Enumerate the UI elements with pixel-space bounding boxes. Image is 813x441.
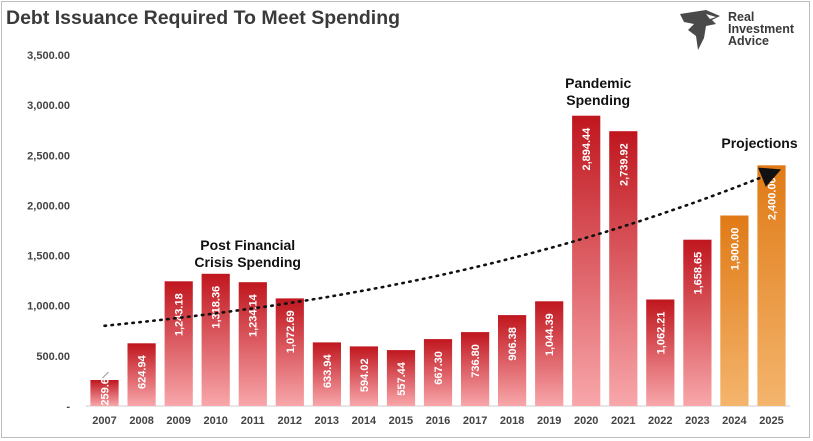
bar — [535, 301, 564, 406]
bar-value-label: 667.30 — [433, 351, 445, 385]
annotation-text: Crisis Spending — [194, 254, 301, 270]
x-tick-label: 2020 — [574, 415, 598, 427]
bar-value-label: 906.38 — [507, 327, 519, 361]
bar — [386, 350, 416, 406]
bar-value-label: 1,658.65 — [692, 252, 704, 295]
x-tick-label: 2024 — [722, 415, 747, 427]
x-tick-label: 2015 — [389, 415, 413, 427]
y-tick-label: 1,000.00 — [27, 301, 70, 313]
eagle-logo-icon — [680, 10, 720, 50]
x-tick-label: 2023 — [685, 415, 709, 427]
trendline — [103, 167, 782, 328]
x-tick-label: 2012 — [278, 415, 302, 427]
y-tick-label: - — [66, 401, 70, 413]
bar-value-label: 736.80 — [470, 344, 482, 378]
bar — [498, 315, 527, 406]
bar — [312, 342, 341, 406]
bar-value-label: 633.94 — [322, 354, 334, 389]
bar-value-label: 2,739.92 — [618, 143, 630, 186]
bar-value-label: 1,072.69 — [285, 310, 297, 353]
bar — [238, 282, 267, 406]
bar-value-label: 2,400.00 — [767, 177, 779, 220]
y-tick-label: 3,000.00 — [27, 100, 70, 112]
x-tick-label: 2011 — [241, 415, 265, 427]
bar — [201, 273, 230, 406]
x-tick-label: 2025 — [759, 415, 783, 427]
bar-value-label: 2,894.44 — [581, 127, 593, 171]
annotation-text: Post Financial — [200, 237, 295, 253]
chart-title: Debt Issuance Required To Meet Spending — [6, 7, 401, 29]
x-tick-label: 2016 — [426, 415, 450, 427]
x-tick-label: 2017 — [463, 415, 487, 427]
logo-line-1: Real — [728, 10, 755, 24]
x-tick-label: 2014 — [352, 415, 377, 427]
bar — [164, 281, 193, 406]
x-tick-label: 2007 — [92, 415, 116, 427]
y-tick-label: 3,500.00 — [27, 50, 70, 62]
x-tick-label: 2010 — [203, 415, 227, 427]
bar-value-label: 1,062.21 — [655, 312, 667, 355]
bar-value-label: 1,243.18 — [174, 293, 186, 336]
bar-value-label: 624.94 — [137, 354, 149, 389]
bar — [349, 346, 378, 406]
x-tick-label: 2018 — [500, 415, 524, 427]
bar-value-label: 594.02 — [359, 358, 371, 392]
x-tick-label: 2013 — [315, 415, 339, 427]
bar-value-label: 259.68 — [100, 372, 112, 406]
x-tick-label: 2009 — [166, 415, 190, 427]
x-tick-label: 2019 — [537, 415, 561, 427]
bar — [275, 298, 304, 406]
x-tick-label: 2008 — [129, 415, 153, 427]
bar-value-label: 1,900.00 — [729, 228, 741, 271]
logo-line-2: Investment — [728, 22, 794, 36]
annotation-text: Projections — [721, 135, 797, 151]
y-tick-label: 1,500.00 — [27, 251, 70, 263]
x-tick-label: 2021 — [611, 415, 635, 427]
bar-projected — [757, 165, 786, 406]
bar-value-label: 1,318.36 — [211, 286, 223, 329]
bar-projected — [720, 215, 749, 406]
bar — [90, 380, 119, 406]
bar — [646, 299, 675, 406]
bar-value-label: 557.44 — [396, 361, 408, 396]
logo-line-3: Advice — [728, 34, 769, 48]
value-label-leader-line — [102, 371, 109, 379]
bar — [461, 332, 490, 406]
annotation-text: Spending — [566, 92, 630, 108]
bar — [609, 131, 638, 406]
bar-value-label: 1,234.14 — [248, 293, 260, 337]
bar — [572, 115, 601, 406]
logo: Real Investment Advice — [676, 8, 808, 54]
y-tick-label: 2,500.00 — [27, 150, 70, 162]
bar — [683, 239, 712, 406]
y-tick-label: 2,000.00 — [27, 200, 70, 212]
bar-value-label: 1,044.39 — [544, 313, 556, 356]
bar — [423, 339, 453, 406]
bar — [127, 343, 156, 406]
annotation-text: Pandemic — [565, 75, 631, 91]
x-tick-label: 2022 — [648, 415, 672, 427]
y-tick-label: 500.00 — [36, 351, 70, 363]
